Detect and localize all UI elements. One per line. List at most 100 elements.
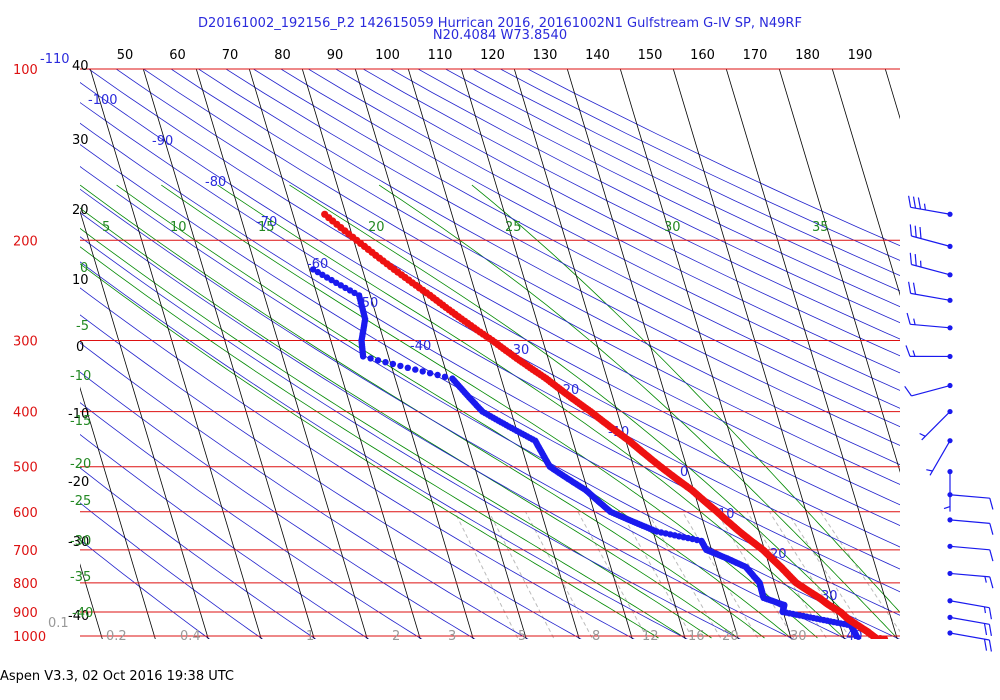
wind-barb-half-flag xyxy=(913,318,916,325)
mixing-ratio-label: 3 xyxy=(448,629,456,644)
wind-barb-flag xyxy=(988,639,992,652)
pressure-tick-label: 1000 xyxy=(13,630,46,645)
temperature-point xyxy=(321,210,329,218)
wind-barb-shaft xyxy=(949,632,990,641)
isotherm-line xyxy=(778,69,900,473)
dewpoint-point xyxy=(382,359,389,366)
wind-barb-shaft xyxy=(949,545,990,551)
dewpoint-point xyxy=(441,373,449,380)
top-axis-tick-label: 130 xyxy=(533,48,558,63)
dry-adiabat xyxy=(80,342,529,639)
wind-barb xyxy=(943,469,953,512)
wind-barb-flag xyxy=(983,638,988,651)
dewpoint-point xyxy=(419,368,426,375)
isotherms xyxy=(80,69,900,639)
moist-adiabat-label: -10 xyxy=(70,369,91,384)
dry-adiabat xyxy=(170,69,900,466)
mixing-ratio-line xyxy=(682,511,759,639)
moist-adiabat-label: 25 xyxy=(505,220,522,235)
dry-adiabat xyxy=(334,69,900,357)
dry-adiabat xyxy=(80,287,635,639)
dry-adiabat xyxy=(444,69,900,292)
dry-adiabat xyxy=(526,69,900,247)
wind-barb xyxy=(947,543,994,562)
pressure-tick-label: 100 xyxy=(13,63,38,78)
dry-adiabat xyxy=(252,69,900,409)
dry-adiabat xyxy=(307,69,900,374)
mixing-ratio-line xyxy=(525,511,593,639)
isotherm-line xyxy=(725,69,898,639)
top-axis-tick-label: 170 xyxy=(743,48,768,63)
wind-barb-shaft xyxy=(911,384,951,397)
wind-barb-half-flag xyxy=(943,506,951,510)
wind-barb-flag xyxy=(912,196,917,209)
top-axis-tick-label: 90 xyxy=(327,48,344,63)
wind-barb-shaft xyxy=(949,519,990,524)
isotherm-line xyxy=(80,386,156,639)
isotherm-label: -110 xyxy=(40,52,70,67)
dry-adiabat xyxy=(80,144,900,616)
dry-adiabat xyxy=(197,69,900,446)
dry-adiabat xyxy=(80,502,264,639)
mixing-ratio-line xyxy=(454,511,519,639)
mixing-ratio-label: 2 xyxy=(392,629,400,644)
dry-adiabat xyxy=(80,467,317,639)
dry-adiabat-label: 0 xyxy=(680,465,688,480)
dewpoint-point xyxy=(397,362,404,370)
top-axis-tick-label: 140 xyxy=(585,48,610,63)
wind-barb-flag xyxy=(989,576,994,589)
isotherm-line xyxy=(884,69,900,120)
isotherm-line xyxy=(566,69,739,639)
isotherm-line xyxy=(80,209,209,639)
pressure-tick-label: 800 xyxy=(13,577,38,592)
isotherm-label: -20 xyxy=(68,475,89,490)
dry-adiabat xyxy=(389,69,900,324)
mixing-ratio-label: 0.1 xyxy=(48,616,69,631)
dry-adiabat xyxy=(225,69,900,428)
wind-barb-flag xyxy=(983,623,988,636)
dry-adiabat xyxy=(80,236,741,639)
top-axis-tick-label: 80 xyxy=(274,48,291,63)
wind-barb-shaft xyxy=(910,323,951,329)
dry-adiabat xyxy=(115,69,900,506)
top-axis-tick-label: 50 xyxy=(117,48,134,63)
wind-barb-shaft xyxy=(911,263,951,276)
wind-barb-flag xyxy=(906,312,911,325)
wind-barb-shaft xyxy=(910,292,951,301)
isotherm-label: 30 xyxy=(72,133,89,148)
top-axis-tick-label: 160 xyxy=(690,48,715,63)
wind-barb-flag xyxy=(909,224,912,237)
pressure-tick-label: 500 xyxy=(13,461,38,476)
dewpoint-trace xyxy=(309,266,862,639)
wind-barb-flag xyxy=(908,281,912,294)
mixing-ratio-label: 0.4 xyxy=(180,629,201,644)
pressure-tick-label: 200 xyxy=(13,234,38,249)
top-axis-tick-label: 70 xyxy=(222,48,239,63)
dry-adiabat-label: -80 xyxy=(205,175,226,190)
wind-barb-flag xyxy=(909,252,912,265)
pressure-tick-label: 700 xyxy=(13,544,38,559)
dry-adiabat xyxy=(280,69,900,391)
isotherm-line xyxy=(513,69,686,639)
dry-adiabat xyxy=(80,314,582,639)
isotherm-label: 0 xyxy=(76,340,84,355)
footer-version: Aspen V3.3, 02 Oct 2016 19:38 UTC xyxy=(0,669,234,684)
isotherm-label: 40 xyxy=(72,59,89,74)
mixing-ratio-line xyxy=(577,511,648,639)
wind-barb-flag xyxy=(988,607,992,620)
wind-barb-flag xyxy=(905,345,911,357)
dry-adiabat xyxy=(417,69,900,308)
dry-adiabat xyxy=(80,539,211,639)
dewpoint-point xyxy=(404,364,411,371)
moist-adiabat-label: -25 xyxy=(70,494,91,509)
dry-adiabat-label: -40 xyxy=(410,339,431,354)
moist-adiabat-label: -5 xyxy=(76,319,89,334)
isotherm-label: 10 xyxy=(72,273,89,288)
moist-adiabat-label: 15 xyxy=(258,220,275,235)
chart-title: D20161002_192156_P.2 142615059 Hurrican … xyxy=(198,16,802,31)
wind-barb xyxy=(908,281,953,303)
moist-adiabat-label: -35 xyxy=(70,570,91,585)
wind-barb-shaft xyxy=(949,572,990,578)
